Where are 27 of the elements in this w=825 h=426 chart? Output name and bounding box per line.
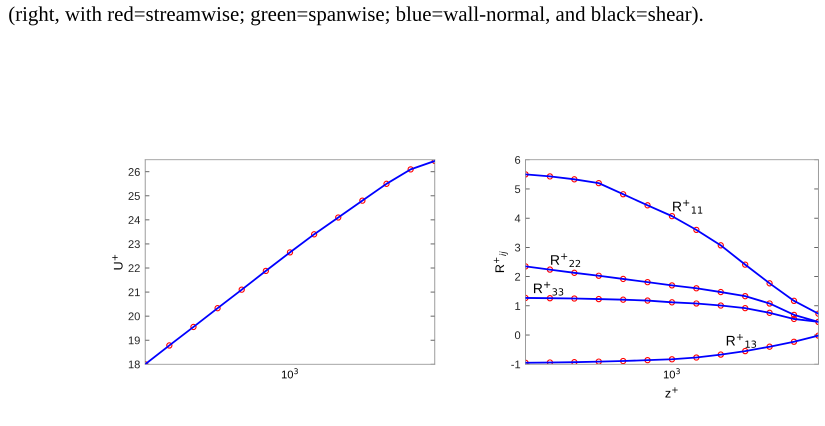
x-axis-title: z$^{+}$ [665,387,678,398]
y-tick-label: 1 [515,302,520,310]
y-tick-label: 19 [128,336,140,344]
series-label: R$^{+}$$_{13}$ [726,334,756,348]
text: 10$^{3}$ [664,368,680,378]
y-tick-label: -1 [511,360,520,368]
text: 10$^{3}$ [282,368,298,378]
y-tick-label: 22 [128,264,140,272]
y-tick-label: 0 [514,331,520,340]
y-tick-label: 26 [128,168,140,176]
y-tick-label: 18 [128,360,140,368]
y-tick-label: 23 [128,240,140,248]
y-tick-label: 20 [128,312,140,320]
series-label: R$^{+}$$_{11}$ [673,200,702,214]
y-axis-title: U$^{+}$ [112,254,123,270]
y-tick-label: 3 [514,244,520,252]
series-label: R$^{+}$$_{22}$ [551,253,580,268]
y-tick-label: 25 [128,192,140,200]
series-label: R$^{+}$$_{33}$ [534,282,564,296]
y-tick-label: 24 [128,216,140,224]
y-tick-label: 21 [128,288,140,296]
y-axis-title: R$^{+}$$_{ij}$ [494,251,508,272]
y-tick-label: 2 [515,272,520,281]
y-tick-label: 5 [514,185,520,194]
y-tick-label: 6 [515,156,520,164]
chart-title: (right, with red=streamwise; green=spanwise; blue=wall-normal, and black=shear). [9,6,702,26]
y-tick-label: 4 [514,214,520,222]
